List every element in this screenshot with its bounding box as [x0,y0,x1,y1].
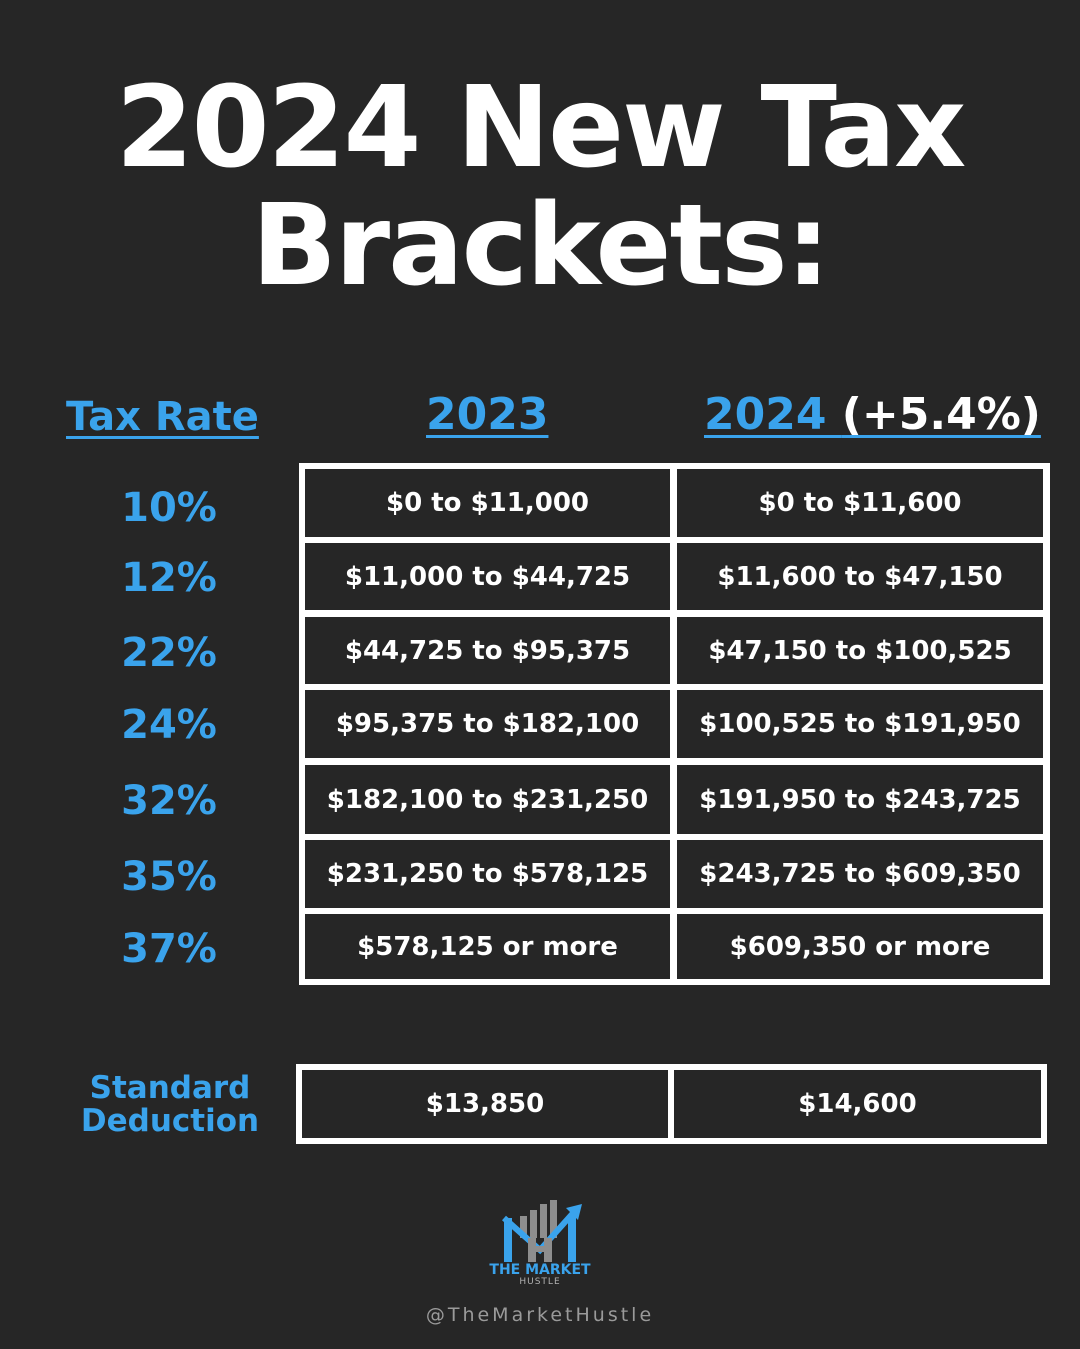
bracket-2023-cell: $44,725 to $95,375 [305,617,670,684]
brackets-table: $0 to $11,000 $0 to $11,600 $11,000 to $… [299,463,1050,985]
header-2023: 2023 [426,389,549,440]
tax-rate-22: 22% [121,630,217,676]
header-2024: 2024 (+5.4%) [704,393,1041,437]
standard-deduction-label: Standard Deduction [70,1072,270,1138]
bracket-2023-cell: $11,000 to $44,725 [305,543,670,610]
bracket-2024-cell: $243,725 to $609,350 [677,840,1043,908]
page-title-line-2: Brackets: [251,181,831,311]
tax-rate-10: 10% [121,485,217,531]
standard-deduction-table: $13,850 $14,600 [296,1064,1047,1144]
bracket-2023-cell: $578,125 or more [305,914,670,979]
logo-bar-3 [540,1204,547,1238]
standard-deduction-label-line-1: Standard [89,1070,251,1106]
logo-bar-2 [530,1210,537,1238]
tax-rate-35: 35% [121,854,217,900]
bracket-2024-cell: $11,600 to $47,150 [677,543,1043,610]
header-tax-rate: Tax Rate [66,394,259,440]
standard-deduction-label-line-2: Deduction [80,1103,260,1139]
bracket-2024-cell: $100,525 to $191,950 [677,690,1043,758]
bracket-2024-cell: $47,150 to $100,525 [677,617,1043,684]
bracket-2024-cell: $0 to $11,600 [677,469,1043,537]
bracket-2023-cell: $95,375 to $182,100 [305,690,670,758]
deduction-2023-cell: $13,850 [302,1070,668,1138]
logo-left-stem [504,1218,512,1262]
logo-name: THE MARKET [489,1262,591,1278]
logo-arrow-head [566,1204,582,1220]
logo-bar-4 [550,1200,557,1238]
logo-h-bar [528,1246,552,1252]
bracket-2023-cell: $182,100 to $231,250 [305,765,670,834]
bracket-2023-cell: $231,250 to $578,125 [305,840,670,908]
page-title-line-1: 2024 New Tax [115,63,967,193]
header-2024-year: 2024 [704,389,842,440]
tax-rate-12: 12% [121,555,217,601]
logo-right-stem [568,1216,576,1262]
header-2024-change: (+5.4%) [841,389,1041,440]
logo-arrow [502,1209,577,1255]
bracket-2024-cell: $191,950 to $243,725 [677,765,1043,834]
tax-rate-24: 24% [121,702,217,748]
deduction-2024-cell: $14,600 [674,1070,1041,1138]
bracket-2023-cell: $0 to $11,000 [305,469,670,537]
social-handle: @TheMarketHustle [425,1304,655,1326]
market-hustle-logo-icon [502,1200,582,1262]
logo-bar-1 [520,1216,527,1238]
bracket-2024-cell: $609,350 or more [677,914,1043,979]
tax-rate-32: 32% [121,778,217,824]
logo-subtitle: HUSTLE [519,1277,561,1287]
tax-rate-37: 37% [121,926,217,972]
